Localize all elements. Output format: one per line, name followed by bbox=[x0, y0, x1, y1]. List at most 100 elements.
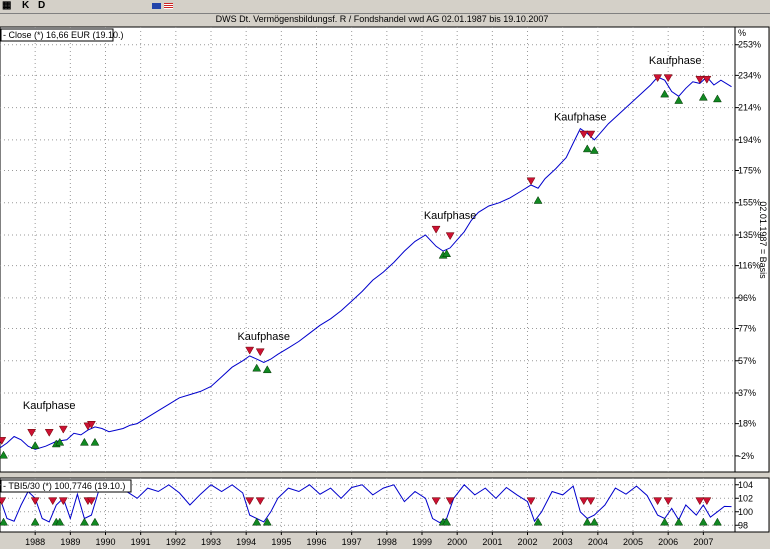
oscillator-y-axis-panel bbox=[734, 477, 770, 533]
main-y-tick-label: 96% bbox=[738, 293, 756, 303]
main-buy-marker bbox=[582, 144, 592, 153]
main-sell-marker bbox=[663, 74, 673, 83]
main-buy-marker bbox=[674, 96, 684, 104]
oscillator-buy-marker bbox=[533, 517, 543, 526]
oscillator-buy-marker bbox=[90, 517, 100, 526]
main-sell-marker bbox=[245, 346, 255, 355]
oscillator-buy-marker bbox=[660, 517, 670, 526]
oscillator-legend-text: - TBI5/30 (*) 100,7746 (19.10.) bbox=[3, 481, 125, 491]
toolbar: ▦ K D bbox=[0, 0, 770, 14]
main-y-tick-label: 194% bbox=[738, 135, 761, 145]
x-tick-label: 2002 bbox=[517, 537, 537, 547]
x-tick-label: 1992 bbox=[166, 537, 186, 547]
main-y-tick-label: 37% bbox=[738, 388, 756, 398]
oscillator-sell-marker bbox=[653, 497, 663, 506]
x-tick-label: 2007 bbox=[693, 537, 713, 547]
main-buy-marker bbox=[90, 437, 100, 446]
main-sell-marker bbox=[44, 429, 54, 437]
y-axis-title: 02.01.1987 = Basis bbox=[758, 201, 768, 279]
main-y-tick-label: 77% bbox=[738, 324, 756, 334]
main-buy-marker bbox=[0, 450, 8, 459]
oscillator-sell-marker bbox=[526, 497, 536, 506]
main-y-tick-label: 57% bbox=[738, 356, 756, 366]
oscillator-sell-marker bbox=[255, 497, 265, 506]
d-button[interactable]: D bbox=[38, 0, 46, 11]
main-buy-marker bbox=[533, 196, 543, 204]
main-sell-marker bbox=[526, 177, 536, 186]
oscillator-sell-marker bbox=[431, 497, 441, 506]
oscillator-sell-marker bbox=[445, 497, 455, 506]
oscillator-sell-marker bbox=[695, 497, 705, 506]
main-plot-area bbox=[0, 26, 736, 473]
chart-title: DWS Dt. Vermögensbildungsf. R / Fondshan… bbox=[216, 14, 549, 24]
x-tick-label: 1998 bbox=[377, 537, 397, 547]
main-y-tick-label: 155% bbox=[738, 198, 761, 208]
main-buy-marker bbox=[589, 146, 599, 154]
oscillator-sell-marker bbox=[87, 497, 96, 506]
oscillator-sell-marker bbox=[586, 497, 596, 506]
oscillator-buy-marker bbox=[252, 517, 262, 526]
grid-icon[interactable]: ▦ bbox=[2, 0, 12, 11]
x-tick-label: 1996 bbox=[306, 537, 326, 547]
x-tick-label: 1994 bbox=[236, 537, 256, 547]
x-tick-label: 2000 bbox=[447, 537, 467, 547]
oscillator-sell-marker bbox=[663, 497, 673, 506]
oscillator-series-line bbox=[0, 484, 732, 524]
main-sell-marker bbox=[58, 425, 68, 434]
oscillator-buy-marker bbox=[79, 517, 89, 526]
x-tick-label: 1990 bbox=[95, 537, 115, 547]
oscillator-buy-marker bbox=[698, 517, 708, 526]
oscillator-buy-marker bbox=[30, 517, 40, 526]
main-sell-marker bbox=[27, 429, 37, 437]
main-buy-marker bbox=[55, 437, 65, 446]
main-series-line bbox=[0, 76, 732, 450]
oscillator-sell-marker bbox=[702, 497, 712, 506]
main-y-tick-label: 253% bbox=[738, 40, 761, 50]
oscillator-sell-marker bbox=[58, 497, 68, 506]
oscillator-sell-marker bbox=[579, 497, 589, 506]
x-tick-label: 2001 bbox=[482, 537, 502, 547]
main-y-tick-label: 116% bbox=[738, 261, 760, 271]
main-sell-marker bbox=[586, 130, 596, 139]
x-tick-label: 1989 bbox=[60, 537, 80, 547]
main-sell-marker bbox=[255, 348, 265, 357]
oscillator-sell-marker bbox=[245, 497, 255, 506]
main-buy-marker bbox=[30, 441, 40, 449]
annotation-label: Kaufphase bbox=[424, 210, 477, 222]
main-y-tick-label: 214% bbox=[738, 103, 761, 113]
main-buy-marker bbox=[660, 89, 670, 98]
main-y-tick-label: -2% bbox=[738, 451, 754, 461]
x-tick-label: 1991 bbox=[131, 537, 151, 547]
oscillator-y-tick-label: 100 bbox=[738, 507, 753, 517]
x-tick-label: 2003 bbox=[553, 537, 573, 547]
x-tick-label: 2005 bbox=[623, 537, 643, 547]
main-sell-marker bbox=[702, 75, 712, 84]
x-tick-label: 1993 bbox=[201, 537, 221, 547]
oscillator-buy-marker bbox=[674, 517, 684, 526]
main-y-axis-panel bbox=[734, 26, 770, 473]
x-tick-label: 1999 bbox=[412, 537, 432, 547]
annotation-label: Kaufphase bbox=[649, 55, 702, 67]
main-sell-marker bbox=[445, 232, 455, 241]
annotation-label: Kaufphase bbox=[237, 331, 290, 343]
oscillator-sell-marker bbox=[30, 497, 40, 506]
main-buy-marker bbox=[262, 365, 272, 374]
oscillator-y-tick-label: 98 bbox=[738, 520, 748, 530]
k-button[interactable]: K bbox=[22, 0, 30, 11]
eu-flag-icon bbox=[152, 3, 161, 9]
main-y-tick-label: 234% bbox=[738, 70, 761, 80]
main-legend-box bbox=[0, 28, 114, 42]
main-y-tick-label: 135% bbox=[738, 230, 761, 240]
main-legend-text: - Close (*) 16,66 EUR (19.10.) bbox=[3, 30, 124, 40]
oscillator-buy-marker bbox=[582, 517, 592, 526]
main-sell-marker bbox=[653, 74, 663, 83]
oscillator-buy-marker bbox=[712, 517, 722, 526]
x-tick-label: 1995 bbox=[271, 537, 291, 547]
main-y-tick-label: 18% bbox=[738, 419, 756, 429]
oscillator-legend-box bbox=[0, 479, 132, 493]
x-tick-label: 1988 bbox=[25, 537, 45, 547]
main-buy-marker bbox=[442, 249, 452, 257]
us-flag-icon bbox=[164, 3, 173, 9]
x-tick-label: 1997 bbox=[342, 537, 362, 547]
